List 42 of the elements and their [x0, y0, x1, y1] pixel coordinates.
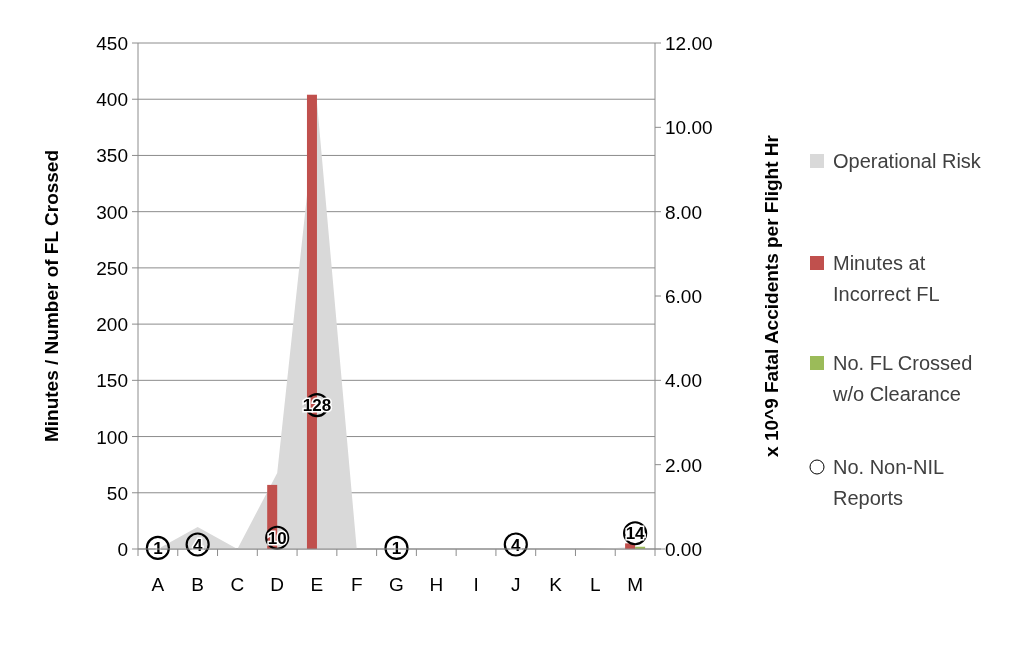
y-axis-title: Minutes / Number of FL Crossed [41, 149, 62, 443]
y2-tick-label: 2.00 [665, 454, 702, 476]
x-tick-label: L [590, 574, 601, 595]
y2-tick-label: 4.00 [665, 370, 702, 392]
legend-label: No. FL Crossed w/o Clearance [832, 352, 973, 405]
data-label: 10 [267, 528, 287, 548]
data-label: 1 [153, 538, 163, 558]
y-tick-label: 250 [96, 257, 128, 279]
legend-label: No. Non-NIL Reports [833, 456, 945, 509]
data-label: 1 [391, 538, 402, 558]
y-tick-label: 0 [117, 539, 128, 560]
y-tick-label: 450 [96, 33, 128, 54]
x-tick-label: H [429, 574, 444, 595]
y2-tick-label: 10.00 [665, 117, 713, 139]
x-tick-label: M [627, 574, 644, 595]
y2-tick-label: 12.00 [665, 33, 713, 54]
data-label: 4 [192, 535, 203, 555]
x-tick-label: K [549, 574, 563, 595]
y2-axis-title: x 10^9 Fatal Accidents per Flight Hr [761, 134, 782, 457]
y2-tick-label: 6.00 [665, 286, 702, 307]
x-tick-label: A [151, 574, 165, 595]
y-tick-label: 150 [96, 370, 128, 392]
x-tick-label: F [350, 574, 363, 595]
x-tick-label: B [191, 574, 204, 595]
legend-label: Operational Risk [833, 150, 982, 172]
y-tick-label: 100 [96, 426, 128, 448]
data-label: 14 [625, 524, 646, 544]
x-tick-label: E [310, 574, 324, 595]
y-tick-label: 300 [96, 201, 128, 223]
data-label: 4 [511, 535, 522, 555]
y-tick-label: 400 [96, 89, 128, 111]
y-tick-label: 200 [96, 314, 128, 336]
x-tick-label: C [230, 574, 245, 595]
y2-tick-label: 0.00 [665, 539, 702, 560]
y-tick-label: 350 [96, 145, 128, 167]
x-tick-label: D [270, 574, 285, 595]
x-tick-label: I [473, 574, 479, 595]
x-tick-label: G [389, 574, 404, 595]
y-tick-label: 50 [106, 482, 128, 504]
legend-label: Minutes at Incorrect FL [833, 252, 940, 305]
y2-tick-label: 8.00 [665, 201, 702, 223]
x-tick-label: J [511, 574, 521, 595]
